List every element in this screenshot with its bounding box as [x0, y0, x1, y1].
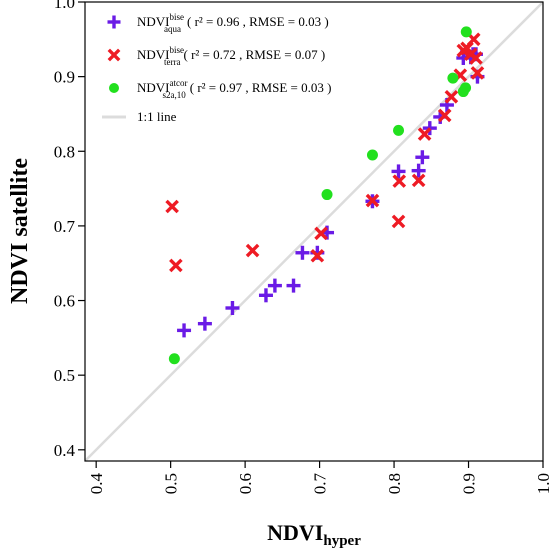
- marker-stroke: [392, 174, 407, 188]
- legend-label-aqua: NDVIbise aqua( r² = 0.96 , RMSE = 0.03 ): [137, 12, 329, 34]
- x-tick-label: 1.0: [534, 473, 549, 494]
- marker-dot: [109, 83, 119, 93]
- data-point-x-1-4: [314, 226, 328, 241]
- data-point-plus-0-2: [225, 301, 240, 315]
- data-point-plus-0-11: [411, 163, 426, 178]
- marker-stroke: [169, 258, 183, 273]
- data-point-circle-2-7: [460, 26, 472, 38]
- marker-stroke: [444, 89, 459, 104]
- legend-entry-aqua: NDVIbise aqua( r² = 0.96 , RMSE = 0.03 ): [107, 12, 329, 34]
- legend-marker-atcor: [109, 83, 119, 93]
- data-point-x-1-10: [437, 108, 452, 123]
- legend-label-atcor: NDVIatcor s2a,10( r² = 0.97 , RMSE = 0.03…: [137, 78, 331, 100]
- legend: NDVIbise aqua( r² = 0.96 , RMSE = 0.03 ) …: [102, 12, 331, 124]
- data-point-x-1-6: [391, 214, 406, 229]
- data-point-plus-0-3: [258, 288, 273, 303]
- y-tick-label: 0.6: [54, 292, 75, 311]
- data-point-x-1-5: [365, 193, 380, 208]
- x-tick-label: 0.8: [385, 473, 404, 494]
- data-point-x-1-11: [444, 89, 459, 104]
- y-tick-label: 0.9: [54, 68, 75, 87]
- legend-symbol-x: [107, 48, 121, 62]
- marker-stroke: [107, 48, 121, 62]
- legend-marker-aqua: [107, 15, 121, 29]
- data-point-x-1-18: [470, 66, 485, 80]
- marker-stroke: [165, 199, 179, 214]
- legend-entry-one-to-one-line: 1:1 line: [102, 109, 177, 124]
- data-point-plus-0-1: [197, 316, 212, 331]
- marker-stroke: [469, 51, 483, 65]
- x-tick-label: 0.9: [460, 473, 479, 494]
- y-tick-label: 0.4: [54, 441, 76, 460]
- data-point-x-1-3: [310, 248, 325, 263]
- x-tick-label: 0.7: [311, 473, 330, 495]
- marker-dot: [321, 189, 333, 201]
- marker-stroke: [310, 248, 325, 263]
- marker-dot: [460, 82, 472, 94]
- plot-frame: [84, 1, 544, 462]
- y-axis-title: NDVI satellite: [7, 158, 33, 304]
- x-tick-label: 0.6: [236, 473, 255, 494]
- data-point-x-1-7: [392, 174, 407, 188]
- legend-symbol-circle: [109, 83, 119, 93]
- data-point-x-1-0: [165, 199, 179, 214]
- x-axis-title-main: NDVI: [267, 520, 323, 545]
- data-point-plus-0-4: [267, 278, 282, 293]
- x-tick-label: 0.5: [162, 473, 181, 494]
- data-point-plus-0-0: [177, 323, 192, 338]
- marker-dot: [393, 124, 405, 136]
- data-point-plus-0-6: [295, 245, 310, 260]
- one-to-one-line: [84, 1, 544, 462]
- data-point-circle-2-4: [447, 72, 459, 84]
- y-tick-label: 0.5: [54, 366, 75, 385]
- marker-stroke: [314, 226, 328, 241]
- data-points-layer: [165, 26, 485, 365]
- data-point-circle-2-2: [366, 149, 378, 161]
- y-axis: 0.4 0.5 0.6 0.7 0.8 0.9 1.0: [54, 0, 85, 460]
- data-point-x-1-2: [245, 243, 260, 258]
- marker-stroke: [391, 214, 406, 229]
- marker-stroke: [365, 193, 380, 208]
- marker-dot: [168, 353, 180, 365]
- marker-stroke: [466, 32, 481, 47]
- x-tick-label: 0.4: [87, 473, 106, 495]
- legend-label-one-to-one-line: 1:1 line: [137, 109, 177, 124]
- legend-symbol-plus: [107, 15, 121, 29]
- marker-dot: [366, 149, 378, 161]
- marker-stroke: [245, 243, 260, 258]
- legend-marker-terra: [107, 48, 121, 62]
- data-point-circle-2-0: [168, 353, 180, 365]
- marker-dot: [447, 72, 459, 84]
- data-point-plus-0-10: [391, 164, 406, 179]
- data-point-x-1-1: [169, 258, 183, 273]
- data-point-plus-0-12: [415, 150, 430, 165]
- y-tick-label: 0.8: [54, 142, 75, 161]
- marker-stroke: [470, 66, 485, 80]
- legend-entry-terra: NDVIbise terra( r² = 0.72 , RMSE = 0.07 ): [107, 45, 325, 67]
- one-to-one-reference-line-layer: [84, 1, 544, 462]
- data-point-circle-2-1: [321, 189, 333, 201]
- data-point-x-1-17: [469, 51, 483, 65]
- legend-entry-atcor: NDVIatcor s2a,10( r² = 0.97 , RMSE = 0.03…: [109, 78, 331, 100]
- marker-stroke: [417, 127, 432, 141]
- x-axis-title: NDVIhyper: [267, 520, 361, 549]
- legend-label-terra: NDVIbise terra( r² = 0.72 , RMSE = 0.07 ): [137, 45, 325, 67]
- x-axis: 0.4 0.5 0.6 0.7 0.8 0.9 1.0: [87, 461, 549, 494]
- data-point-x-1-8: [411, 173, 426, 188]
- marker-stroke: [437, 108, 452, 123]
- marker-stroke: [411, 173, 426, 188]
- data-point-circle-2-6: [460, 82, 472, 94]
- data-point-x-1-9: [417, 127, 432, 141]
- y-tick-label: 1.0: [54, 0, 75, 12]
- marker-dot: [460, 26, 472, 38]
- y-tick-label: 0.7: [54, 217, 76, 236]
- data-point-plus-0-5: [286, 278, 301, 293]
- x-axis-title-subscript: hyper: [323, 533, 361, 549]
- data-point-circle-2-3: [393, 124, 405, 136]
